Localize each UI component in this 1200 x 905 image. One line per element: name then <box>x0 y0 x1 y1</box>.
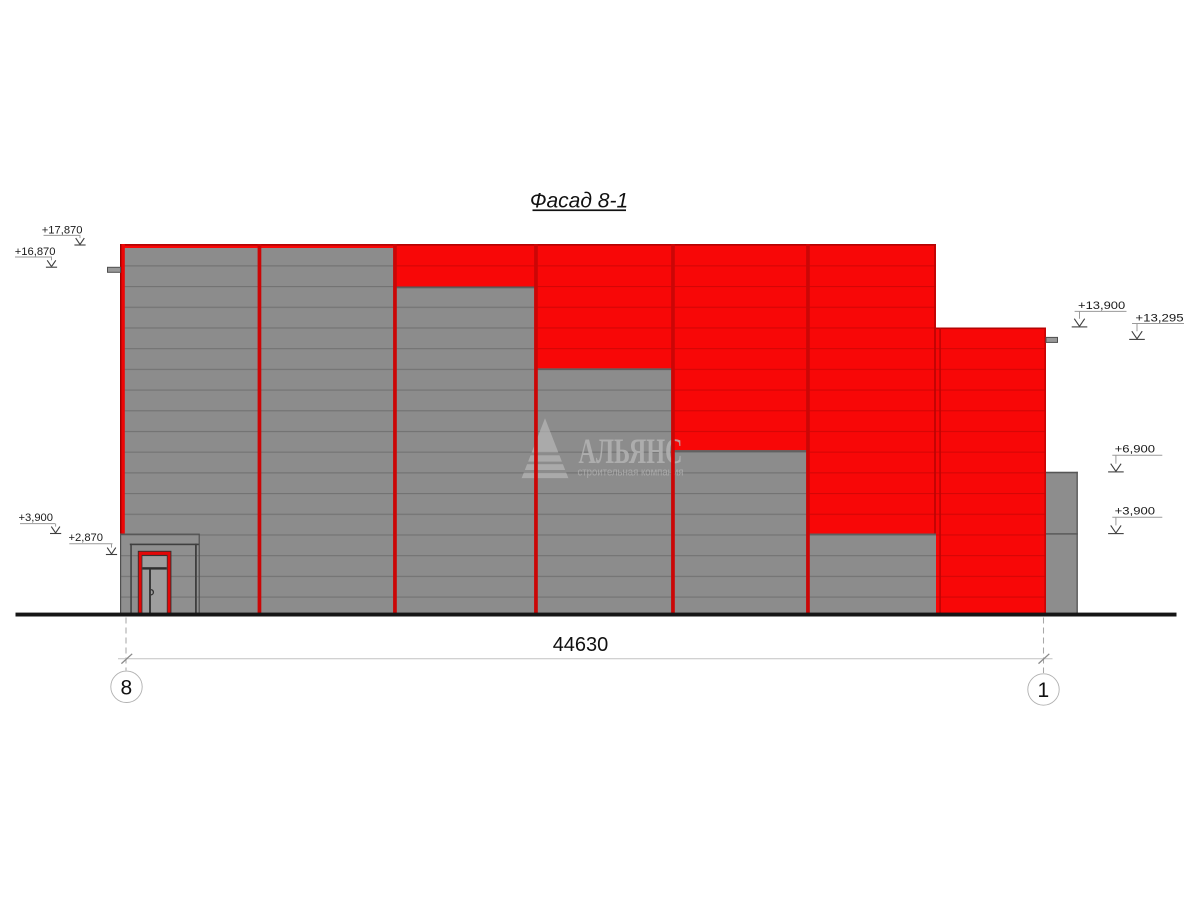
svg-text:АЛЬЯНС: АЛЬЯНС <box>579 431 683 471</box>
svg-text:+16,870: +16,870 <box>15 246 56 258</box>
svg-text:1: 1 <box>1038 679 1050 702</box>
svg-text:строительная компания: строительная компания <box>578 467 684 479</box>
svg-text:+3,900: +3,900 <box>18 512 53 524</box>
svg-text:+13,900: +13,900 <box>1078 300 1125 312</box>
svg-text:+3,900: +3,900 <box>1115 506 1155 518</box>
svg-text:+6,900: +6,900 <box>1115 443 1155 455</box>
svg-text:8: 8 <box>120 676 132 699</box>
svg-text:+17,870: +17,870 <box>42 225 83 237</box>
svg-text:Фасад 8-1: Фасад 8-1 <box>530 189 628 212</box>
svg-text:44630: 44630 <box>553 634 609 656</box>
svg-text:+13,295: +13,295 <box>1135 312 1183 324</box>
svg-text:+2,870: +2,870 <box>68 532 103 544</box>
